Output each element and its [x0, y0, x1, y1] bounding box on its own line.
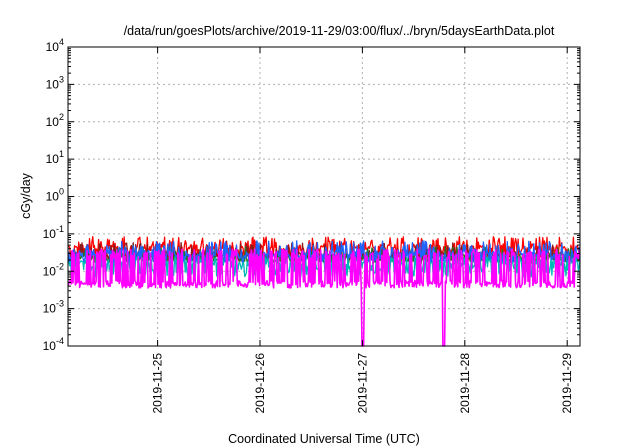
y-tick-label: 100 [46, 187, 64, 204]
grid [68, 47, 580, 346]
x-tick-label: 2019-11-26 [253, 353, 267, 414]
y-tick-label: 101 [46, 149, 64, 166]
x-tick-label: 2019-11-29 [560, 353, 574, 414]
chart-title: /data/run/goesPlots/archive/2019-11-29/0… [124, 24, 555, 38]
x-axis-label: Coordinated Universal Time (UTC) [228, 432, 420, 446]
x-tick-label: 2019-11-25 [151, 353, 165, 414]
y-tick-label: 10-3 [43, 299, 64, 316]
x-tick-label: 2019-11-27 [355, 353, 369, 414]
y-tick-label: 102 [46, 112, 64, 129]
y-tick-label: 10-2 [43, 261, 64, 278]
plot-frame [67, 46, 581, 347]
series-line [67, 248, 581, 347]
y-tick-label: 104 [46, 37, 64, 54]
y-tick-label: 103 [46, 74, 64, 91]
y-tick-label: 10-1 [43, 224, 64, 241]
y-tick-label: 10-4 [43, 336, 64, 353]
x-tick-label: 2019-11-28 [458, 353, 472, 414]
y-axis-label: cGy/day [19, 172, 33, 219]
plot-area [67, 236, 581, 347]
x-axis: 2019-11-25 2019-11-26 2019-11-27 2019-11-28… [151, 47, 574, 414]
